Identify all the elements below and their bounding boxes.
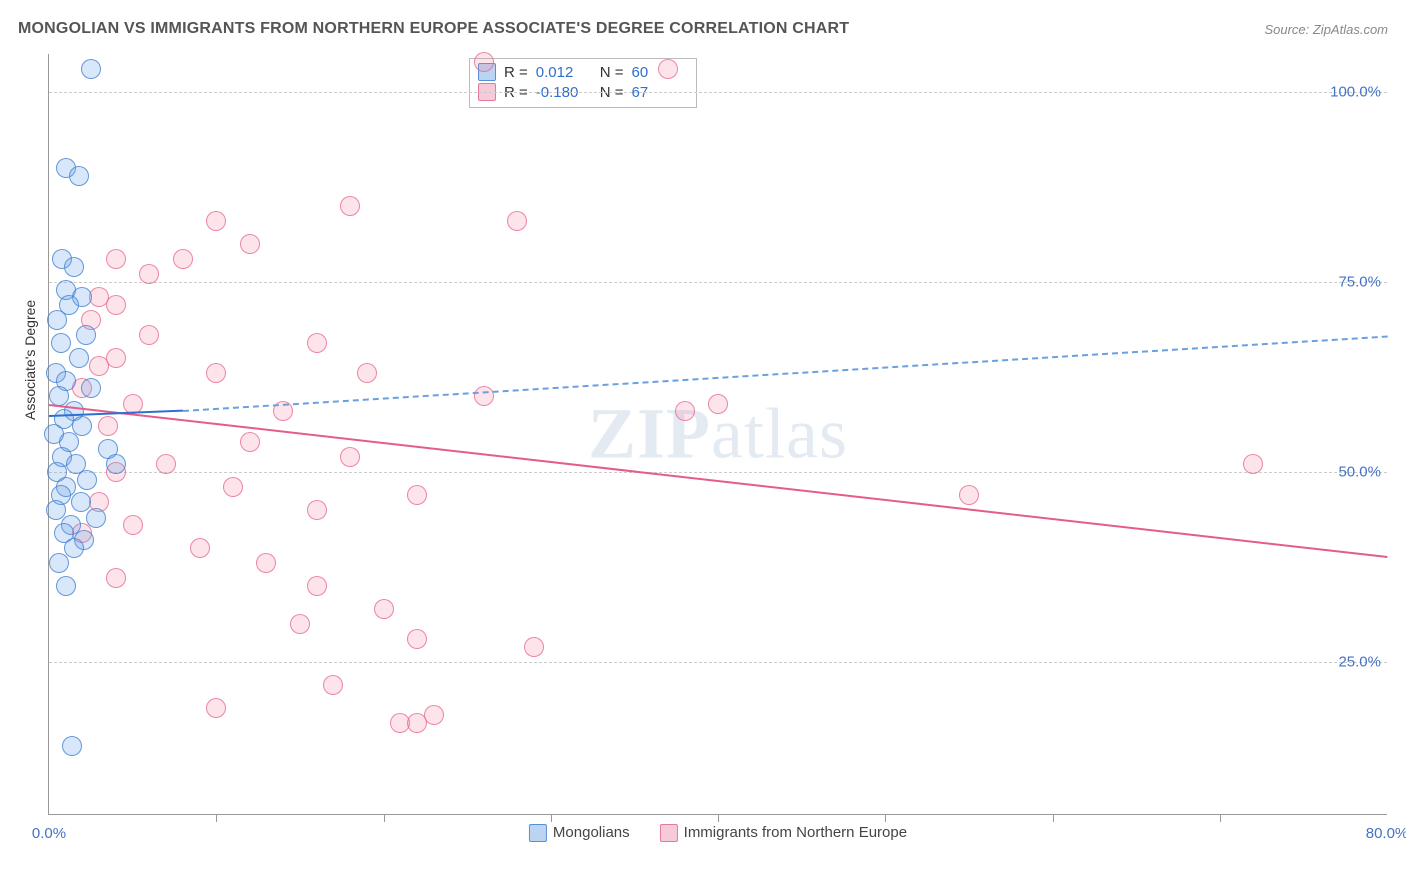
- scatter-point-pink: [474, 386, 494, 406]
- scatter-point-pink: [1243, 454, 1263, 474]
- scatter-point-pink: [206, 698, 226, 718]
- y-axis-tick-label: 75.0%: [1338, 274, 1381, 291]
- scatter-point-blue: [49, 553, 69, 573]
- x-axis-tick: [718, 814, 719, 822]
- x-axis-tick: [216, 814, 217, 822]
- scatter-point-pink: [206, 363, 226, 383]
- x-axis-min-label: 0.0%: [32, 825, 66, 842]
- scatter-point-pink: [708, 394, 728, 414]
- scatter-point-pink: [256, 553, 276, 573]
- scatter-point-pink: [474, 52, 494, 72]
- scatter-point-pink: [240, 234, 260, 254]
- scatter-point-pink: [357, 363, 377, 383]
- scatter-point-blue: [64, 257, 84, 277]
- legend-bottom: Mongolians Immigrants from Northern Euro…: [529, 824, 907, 842]
- scatter-point-pink: [407, 713, 427, 733]
- y-axis-tick-label: 50.0%: [1338, 464, 1381, 481]
- scatter-point-pink: [307, 576, 327, 596]
- scatter-point-pink: [98, 416, 118, 436]
- scatter-point-pink: [407, 629, 427, 649]
- scatter-point-pink: [959, 485, 979, 505]
- stats-row-blue: R =0.012 N =60: [478, 63, 688, 81]
- source-label: Source: ZipAtlas.com: [1264, 22, 1388, 37]
- gridline: [49, 472, 1387, 473]
- y-axis-tick-label: 25.0%: [1338, 654, 1381, 671]
- scatter-point-blue: [76, 325, 96, 345]
- scatter-point-pink: [340, 447, 360, 467]
- gridline: [49, 662, 1387, 663]
- scatter-point-pink: [106, 249, 126, 269]
- scatter-point-pink: [340, 196, 360, 216]
- scatter-point-blue: [71, 492, 91, 512]
- chart-title: MONGOLIAN VS IMMIGRANTS FROM NORTHERN EU…: [18, 20, 849, 38]
- scatter-point-blue: [86, 508, 106, 528]
- scatter-point-blue: [51, 333, 71, 353]
- scatter-point-blue: [62, 736, 82, 756]
- scatter-point-pink: [307, 500, 327, 520]
- scatter-point-pink: [106, 295, 126, 315]
- scatter-point-blue: [46, 500, 66, 520]
- scatter-point-pink: [658, 59, 678, 79]
- scatter-point-pink: [190, 538, 210, 558]
- scatter-point-pink: [524, 637, 544, 657]
- scatter-point-pink: [240, 432, 260, 452]
- x-axis-tick: [384, 814, 385, 822]
- scatter-point-blue: [106, 454, 126, 474]
- scatter-point-pink: [675, 401, 695, 421]
- x-axis-tick: [885, 814, 886, 822]
- x-axis-tick: [1220, 814, 1221, 822]
- scatter-point-pink: [139, 264, 159, 284]
- scatter-point-blue: [49, 386, 69, 406]
- x-axis-tick: [1053, 814, 1054, 822]
- x-axis-max-label: 80.0%: [1366, 825, 1406, 842]
- scatter-point-blue: [64, 538, 84, 558]
- scatter-point-blue: [77, 470, 97, 490]
- scatter-point-pink: [123, 515, 143, 535]
- scatter-point-pink: [290, 614, 310, 634]
- scatter-point-blue: [81, 378, 101, 398]
- gridline: [49, 282, 1387, 283]
- scatter-point-pink: [89, 356, 109, 376]
- chart-plot-area: ZIPatlas R =0.012 N =60 R =-0.180 N =67 …: [48, 54, 1387, 815]
- scatter-point-blue: [81, 59, 101, 79]
- x-axis-tick: [551, 814, 552, 822]
- scatter-point-pink: [223, 477, 243, 497]
- scatter-point-blue: [69, 166, 89, 186]
- y-axis-title: Associate's Degree: [22, 300, 38, 420]
- scatter-point-pink: [206, 211, 226, 231]
- scatter-point-pink: [407, 485, 427, 505]
- gridline: [49, 92, 1387, 93]
- scatter-point-pink: [307, 333, 327, 353]
- scatter-point-pink: [507, 211, 527, 231]
- scatter-point-blue: [47, 310, 67, 330]
- scatter-point-pink: [173, 249, 193, 269]
- legend-item-mongolians: Mongolians: [529, 824, 630, 842]
- scatter-point-pink: [106, 568, 126, 588]
- scatter-point-pink: [374, 599, 394, 619]
- scatter-point-pink: [139, 325, 159, 345]
- trendline-pink: [49, 404, 1387, 558]
- scatter-point-blue: [69, 348, 89, 368]
- scatter-point-blue: [56, 576, 76, 596]
- y-axis-tick-label: 100.0%: [1330, 84, 1381, 101]
- scatter-point-pink: [323, 675, 343, 695]
- scatter-point-pink: [156, 454, 176, 474]
- legend-item-northern-europe: Immigrants from Northern Europe: [660, 824, 907, 842]
